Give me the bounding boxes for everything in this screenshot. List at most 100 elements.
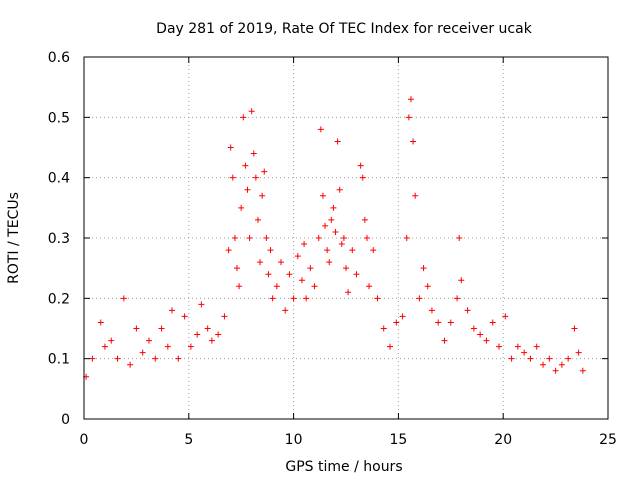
data-point [242, 162, 249, 169]
data-point [164, 343, 171, 350]
data-point [294, 253, 301, 260]
data-point [338, 241, 345, 248]
data-point [175, 355, 182, 362]
data-point [273, 283, 280, 290]
y-tick-label: 0.3 [48, 231, 70, 247]
data-point [508, 355, 515, 362]
data-point [340, 235, 347, 241]
y-tick-label: 0.6 [48, 50, 70, 66]
data-point [261, 168, 268, 175]
x-axis-label: GPS time / hours [285, 459, 402, 475]
data-point [424, 283, 431, 290]
y-tick-label: 0.4 [48, 171, 70, 187]
data-point [483, 337, 490, 344]
data-point [441, 337, 448, 344]
data-point [133, 325, 140, 332]
data-point [311, 283, 318, 290]
data-point [405, 114, 412, 121]
data-point [521, 349, 528, 356]
data-points [83, 96, 586, 380]
data-point [234, 265, 241, 272]
data-point [298, 277, 305, 284]
data-point [145, 337, 152, 344]
data-point [447, 319, 454, 326]
y-axis-label: ROTI / TECUs [6, 192, 22, 284]
data-point [343, 265, 349, 272]
data-point [579, 367, 586, 374]
data-point [407, 96, 414, 103]
data-point [204, 325, 211, 332]
data-point [345, 289, 352, 296]
data-point [374, 295, 381, 302]
axis-ticks: 0 5 10 15 20 25 0 0.1 0.2 0.3 0.4 0.5 0.6 [48, 50, 617, 448]
data-point [332, 228, 339, 235]
data-point [334, 138, 341, 145]
data-point [324, 247, 331, 254]
data-point [97, 319, 104, 326]
data-point [282, 307, 289, 314]
data-point [361, 216, 368, 223]
data-point [227, 144, 234, 151]
data-point [238, 204, 245, 211]
data-point [565, 355, 572, 362]
data-point [514, 343, 521, 350]
data-point [257, 259, 264, 266]
data-point [336, 186, 343, 193]
data-point [353, 271, 360, 278]
data-point [540, 361, 547, 368]
data-point [349, 247, 356, 254]
x-tick-label: 15 [389, 432, 407, 448]
data-point [225, 247, 232, 254]
data-point [410, 138, 417, 145]
data-point [399, 313, 406, 320]
x-tick-label: 25 [599, 432, 617, 448]
data-point [330, 204, 337, 211]
data-point [319, 192, 326, 199]
x-tick-label: 5 [184, 432, 193, 448]
data-point [198, 301, 205, 308]
data-point [208, 337, 215, 344]
data-point [558, 361, 565, 368]
data-point [229, 174, 236, 181]
data-point [215, 331, 222, 338]
data-point [363, 235, 370, 241]
data-point [315, 235, 322, 241]
data-point [420, 265, 427, 272]
data-point [470, 325, 477, 332]
data-point [502, 313, 509, 320]
data-point [533, 343, 540, 350]
data-point [326, 259, 333, 266]
data-point [301, 241, 308, 248]
data-point [236, 283, 243, 290]
x-tick-label: 0 [80, 432, 89, 448]
data-point [370, 247, 377, 254]
x-tick-label: 20 [494, 432, 512, 448]
data-point [454, 295, 461, 302]
data-point [527, 355, 534, 362]
data-point [366, 283, 373, 290]
data-point [456, 235, 463, 241]
data-point [265, 271, 272, 278]
data-point [278, 259, 285, 266]
data-point [403, 235, 410, 241]
y-tick-label: 0.2 [48, 291, 70, 307]
data-point [108, 337, 115, 344]
data-point [139, 349, 146, 356]
y-tick-label: 0.5 [48, 110, 70, 126]
x-tick-label: 10 [285, 432, 303, 448]
data-point [89, 355, 96, 362]
data-point [412, 192, 419, 199]
data-point [194, 331, 201, 338]
data-point [252, 174, 259, 181]
data-point [231, 235, 238, 241]
data-point [158, 325, 165, 332]
data-point [303, 295, 310, 302]
y-tick-label: 0.1 [48, 352, 70, 368]
data-point [187, 343, 194, 350]
data-point [267, 247, 274, 254]
data-point [477, 331, 484, 338]
chart-title: Day 281 of 2019, Rate Of TEC Index for r… [156, 21, 533, 37]
data-point [250, 150, 257, 157]
